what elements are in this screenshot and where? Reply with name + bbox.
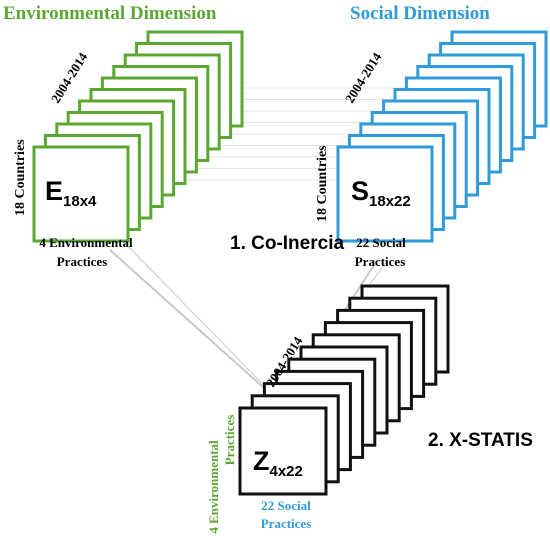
combined-environmental-label-line2: Practices	[222, 415, 237, 466]
environmental-countries-label: 18 Countries	[13, 139, 28, 216]
social-practices-label-line1: 22 Social	[356, 235, 406, 250]
co-inertia-step-label: 1. Co-Inercia	[230, 233, 344, 254]
combined-matrix-label: Z4x22	[253, 446, 303, 480]
social-years-label: 2004-2014	[342, 49, 385, 105]
environmental-matrix-stack	[32, 30, 244, 243]
environmental-matrix-label: E18x4	[45, 176, 97, 210]
combined-environmental-label-line1: 4 Environmental	[206, 440, 221, 534]
combined-sheet-1	[238, 406, 328, 496]
environmental-practices-label-line2: Practices	[57, 254, 108, 269]
x-statis-step-label: 2. X-STATIS	[428, 430, 533, 451]
social-sheet-1	[336, 145, 434, 243]
combined-matrix-stack	[238, 284, 450, 496]
social-dimension-title: Social Dimension	[350, 3, 490, 24]
env-to-z-connector-inner	[121, 239, 284, 406]
social-matrix-stack	[336, 30, 548, 243]
environmental-practices-label-line1: 4 Environmental	[39, 235, 133, 250]
environmental-dimension-title: Environmental Dimension	[3, 3, 217, 24]
social-matrix-label: S18x22	[351, 176, 411, 210]
social-countries-label: 18 Countries	[315, 145, 330, 222]
combined-social-label-line1: 22 Social	[261, 498, 311, 513]
env-to-z-connector-outer	[109, 249, 284, 406]
environmental-years-label: 2004-2014	[48, 49, 91, 105]
social-practices-label-line2: Practices	[355, 254, 406, 269]
environmental-sheet-1	[32, 145, 130, 243]
combined-social-label-line2: Practices	[261, 516, 312, 531]
